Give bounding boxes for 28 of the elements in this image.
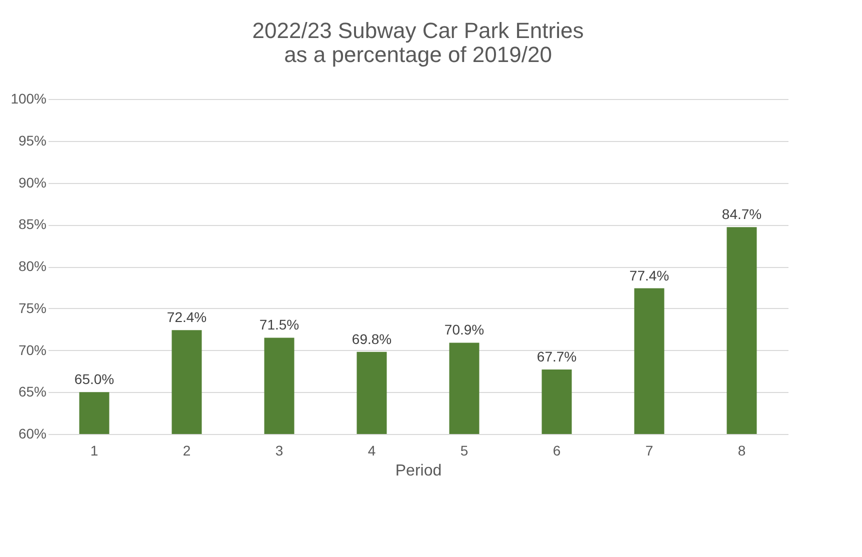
x-tick-label: 5 (460, 442, 468, 458)
data-label: 84.7% (722, 206, 762, 222)
x-tick-label: 1 (90, 442, 98, 458)
y-tick-label: 85% (18, 216, 46, 232)
x-tick-label: 2 (182, 442, 191, 458)
y-tick-label: 100% (10, 90, 46, 106)
y-tick-label: 80% (18, 258, 46, 274)
data-label: 72.4% (166, 309, 207, 326)
y-tick-label: 70% (18, 342, 46, 358)
data-label: 67.7% (536, 348, 577, 365)
y-tick-label: 90% (18, 174, 46, 190)
y-tick-label: 75% (18, 300, 46, 316)
x-tick-label: 8 (738, 442, 746, 458)
x-tick-label: 7 (645, 442, 654, 458)
x-tick-label: 4 (368, 442, 376, 458)
data-label: 77.4% (629, 267, 670, 284)
y-tick-label: 60% (18, 426, 46, 442)
y-tick-label: 65% (18, 384, 46, 400)
data-label: 70.9% (444, 322, 484, 338)
x-tick-label: 6 (552, 442, 561, 458)
text: 2022/23 Subway Car Park Entries (252, 18, 584, 43)
text: as a percentage of 2019/20 (284, 42, 552, 67)
y-tick-label: 95% (18, 132, 46, 148)
x-tick-label: 3 (275, 442, 284, 458)
data-label: 69.8% (352, 330, 392, 347)
data-label: 65.0% (74, 371, 114, 388)
x-axis-title: Period (395, 462, 442, 480)
data-label: 71.5% (259, 316, 300, 333)
